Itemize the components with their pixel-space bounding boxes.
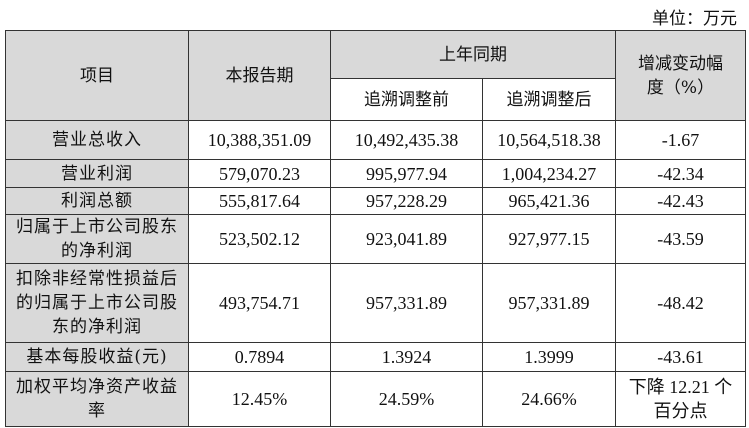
table-row: 加权平均净资产收益率 12.45% 24.59% 24.66% 下降 12.21 个百分… — [5, 371, 746, 427]
header-after: 追溯调整后 — [482, 78, 616, 121]
cell-change: -42.34 — [615, 159, 746, 188]
header-change: 增减变动幅度（%） — [615, 30, 746, 121]
header-item: 项目 — [5, 30, 189, 121]
cell-after: 965,421.36 — [482, 187, 616, 215]
cell-after: 24.66% — [482, 371, 616, 427]
cell-after: 927,977.15 — [482, 214, 616, 264]
cell-change: 下降 12.21 个百分点 — [615, 371, 746, 427]
cell-change: -42.43 — [615, 187, 746, 215]
cell-change: -48.42 — [615, 263, 746, 343]
cell-before: 957,331.89 — [330, 263, 483, 343]
cell-current: 0.7894 — [188, 342, 331, 372]
cell-before: 10,492,435.38 — [330, 120, 483, 160]
cell-label: 营业总收入 — [5, 120, 189, 160]
table-row: 营业利润 579,070.23 995,977.94 1,004,234.27 -42.… — [5, 159, 746, 188]
cell-label: 归属于上市公司股东的净利润 — [5, 214, 189, 264]
cell-label: 利润总额 — [5, 187, 189, 215]
header-before: 追溯调整前 — [330, 78, 483, 121]
cell-current: 523,502.12 — [188, 214, 331, 264]
table-row: 归属于上市公司股东的净利润 523,502.12 923,041.89 927,977… — [5, 214, 746, 264]
cell-after: 10,564,518.38 — [482, 120, 616, 160]
table-row: 基本每股收益(元) 0.7894 1.3924 1.3999 -43.61 — [5, 342, 746, 372]
cell-label: 扣除非经常性损益后的归属于上市公司股东的净利润 — [5, 263, 189, 343]
cell-current: 579,070.23 — [188, 159, 331, 188]
cell-label: 加权平均净资产收益率 — [5, 371, 189, 427]
cell-before: 995,977.94 — [330, 159, 483, 188]
cell-change: -43.61 — [615, 342, 746, 372]
table-row: 营业总收入 10,388,351.09 10,492,435.38 10,564,51… — [5, 120, 746, 160]
cell-current: 555,817.64 — [188, 187, 331, 215]
cell-before: 957,228.29 — [330, 187, 483, 215]
cell-current: 12.45% — [188, 371, 331, 427]
cell-before: 24.59% — [330, 371, 483, 427]
cell-current: 10,388,351.09 — [188, 120, 331, 160]
table-row: 利润总额 555,817.64 957,228.29 965,421.36 -42.43 — [5, 187, 746, 215]
cell-label: 基本每股收益(元) — [5, 342, 189, 372]
cell-after: 957,331.89 — [482, 263, 616, 343]
unit-label: 单位：万元 — [652, 9, 737, 29]
financial-table: 项目 本报告期 上年同期 增减变动幅度（%） 追溯调整前 追溯调整后 营业总收入… — [5, 30, 746, 427]
cell-change: -1.67 — [615, 120, 746, 160]
cell-before: 923,041.89 — [330, 214, 483, 264]
cell-after: 1.3999 — [482, 342, 616, 372]
header-prior: 上年同期 — [330, 30, 616, 79]
cell-label: 营业利润 — [5, 159, 189, 188]
header-current: 本报告期 — [188, 30, 331, 121]
cell-change: -43.59 — [615, 214, 746, 264]
cell-current: 493,754.71 — [188, 263, 331, 343]
cell-before: 1.3924 — [330, 342, 483, 372]
table-row: 扣除非经常性损益后的归属于上市公司股东的净利润 493,754.71 957,331… — [5, 263, 746, 343]
cell-after: 1,004,234.27 — [482, 159, 616, 188]
